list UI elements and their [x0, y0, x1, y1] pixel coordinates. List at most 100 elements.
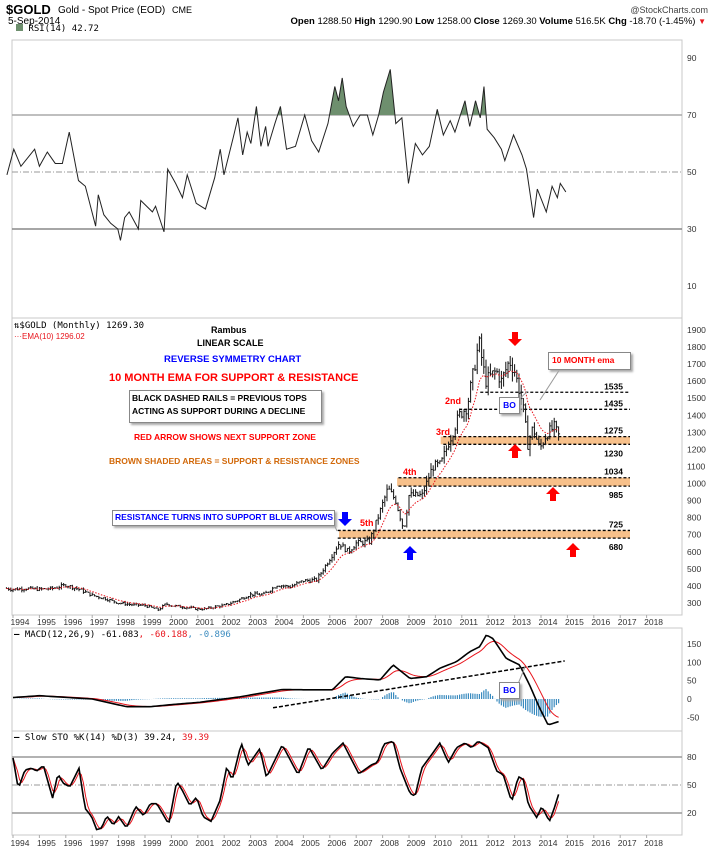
year-tick-label: 2011: [460, 617, 479, 627]
macd-hist-value: -0.896: [198, 630, 231, 640]
year-tick-label: 2017: [618, 838, 637, 848]
blue-down-arrow-icon: [338, 512, 352, 526]
year-tick-label: 2012: [486, 838, 505, 848]
year-tick-label: 2001: [195, 617, 214, 627]
rsi-panel-frame: [11, 39, 683, 319]
year-tick-label: 2013: [512, 617, 531, 627]
price-axis-tick-label: 1700: [687, 359, 706, 369]
year-tick-label: 2011: [460, 838, 479, 848]
support-resistance-zone: [339, 530, 630, 539]
support-resistance-zone: [440, 436, 630, 445]
year-tick-label: 2012: [486, 617, 505, 627]
date: 5-Sep-2014: [8, 16, 61, 27]
price-axis-tick-label: 600: [687, 547, 701, 557]
red-arrow-note: RED ARROW SHOWS NEXT SUPPORT ZONE: [134, 432, 316, 442]
macd-signal-line: [12, 641, 559, 718]
price-axis-tick-label: 1000: [687, 479, 706, 489]
sto-panel-frame: [11, 730, 683, 836]
sto-axis-tick-label: 80: [687, 752, 697, 762]
year-tick-label: 2008: [380, 617, 399, 627]
low-value: 1258.00: [436, 16, 472, 27]
year-tick-label: 2014: [539, 617, 558, 627]
macd-axis-tick-label: 50: [687, 676, 697, 686]
red-up-arrow-icon: [546, 487, 560, 501]
sto-d-value: 39.39: [182, 733, 210, 743]
chart-title: REVERSE SYMMETRY CHART: [164, 354, 302, 365]
price-axis-tick-label: 500: [687, 564, 701, 574]
rsi-axis-tick-label: 70: [687, 110, 697, 120]
year-tick-label: 2008: [380, 838, 399, 848]
macd-axis-tick-label: -50: [687, 712, 700, 722]
touch-4th-label: 4th: [403, 467, 417, 477]
price-axis-tick-label: 1600: [687, 376, 706, 386]
price-axis-tick-label: 800: [687, 513, 701, 523]
ema-legend-text: EMA(10) 1296.02: [22, 332, 85, 341]
macd-legend-text: MACD(12,26,9): [24, 630, 96, 640]
year-tick-label: 2018: [644, 838, 663, 848]
blue-arrow-note: RESISTANCE TURNS INTO SUPPORT BLUE ARROW…: [112, 510, 335, 526]
year-tick-label: 2009: [407, 617, 426, 627]
macd-line: [12, 634, 559, 726]
year-tick-label: 2016: [591, 838, 610, 848]
rsi-line: [6, 69, 567, 241]
year-tick-label: 2015: [565, 838, 584, 848]
exchange: CME: [172, 5, 192, 15]
rsi-axis-tick-label: 50: [687, 167, 697, 177]
year-tick-label: 1999: [143, 838, 162, 848]
year-tick-label: 1995: [37, 838, 56, 848]
price-axis-tick-label: 1200: [687, 444, 706, 454]
bo-callout-macd: BO: [499, 682, 520, 699]
rsi-legend-text: RSI(14) 42.72: [28, 24, 99, 34]
price-axis-tick-label: 700: [687, 530, 701, 540]
macd-bo-pointer: [517, 666, 526, 685]
chart-header: $GOLD Gold - Spot Price (EOD) CME @Stock…: [0, 0, 716, 28]
volume-value: 516.5K: [575, 16, 606, 27]
rsi-legend: RSI(14) 42.72: [16, 24, 99, 34]
rail-label-1535: 1535: [604, 381, 623, 391]
brown-zone-note: BROWN SHADED AREAS = SUPPORT & RESISTANC…: [109, 456, 360, 466]
year-tick-label: 1998: [116, 838, 135, 848]
year-tick-label: 2013: [512, 838, 531, 848]
red-up-arrow-icon: [566, 543, 580, 557]
year-tick-label: 1996: [63, 838, 82, 848]
symbol: $GOLD: [6, 2, 51, 17]
price-legend-text: $GOLD (Monthly) 1269.30: [19, 321, 145, 331]
year-tick-label: 2010: [433, 838, 452, 848]
year-tick-label: 1997: [90, 617, 109, 627]
year-tick-label: 2005: [301, 617, 320, 627]
rails-note-line1: BLACK DASHED RAILS = PREVIOUS TOPS: [132, 393, 307, 403]
bo-callout-price: BO: [499, 397, 520, 414]
volume-label: Volume: [539, 16, 573, 27]
source-link[interactable]: @StockCharts.com: [630, 5, 708, 15]
rsi-legend-icon: [16, 24, 23, 31]
rail-label-1275: 1275: [604, 426, 623, 436]
macd-axis-tick-label: 0: [687, 694, 692, 704]
price-axis-tick-label: 1500: [687, 393, 706, 403]
macd-legend: — MACD(12,26,9) -61.083, -60.188, -0.896: [14, 630, 231, 640]
chg-label: Chg: [608, 16, 627, 27]
year-tick-label: 2004: [275, 617, 294, 627]
year-tick-label: 2018: [644, 617, 663, 627]
rail-label-985: 985: [609, 490, 623, 500]
quote-summary: Open 1288.50 High 1290.90 Low 1258.00 Cl…: [291, 16, 706, 27]
year-tick-label: 2007: [354, 838, 373, 848]
chart-subtitle: 10 MONTH EMA FOR SUPPORT & RESISTANCE: [109, 372, 359, 384]
px-panel-frame: [11, 317, 683, 616]
chg-value: -18.70 (-1.45%): [629, 16, 696, 27]
macd-axis-tick-label: 100: [687, 657, 701, 667]
year-tick-label: 1997: [90, 838, 109, 848]
year-tick-label: 2000: [169, 838, 188, 848]
year-tick-label: 2009: [407, 838, 426, 848]
year-tick-label: 1994: [11, 617, 30, 627]
year-tick-label: 2007: [354, 617, 373, 627]
rsi-axis-tick-label: 30: [687, 224, 697, 234]
rsi-overbought-fill: [12, 69, 566, 115]
year-tick-label: 2015: [565, 617, 584, 627]
open-label: Open: [290, 16, 315, 27]
rail-label-1034: 1034: [604, 467, 623, 477]
touch-2nd-label: 2nd: [445, 396, 462, 406]
macd-signal-value: -60.188: [149, 630, 188, 640]
year-tick-label: 1996: [63, 617, 82, 627]
price-axis-tick-label: 900: [687, 496, 701, 506]
low-label: Low: [415, 16, 435, 27]
